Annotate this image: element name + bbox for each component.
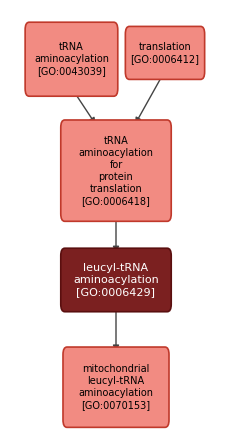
Text: translation
[GO:0006412]: translation [GO:0006412] (130, 42, 199, 64)
Text: leucyl-tRNA
aminoacylation
[GO:0006429]: leucyl-tRNA aminoacylation [GO:0006429] (73, 263, 158, 297)
FancyBboxPatch shape (25, 22, 117, 96)
Text: tRNA
aminoacylation
[GO:0043039]: tRNA aminoacylation [GO:0043039] (34, 42, 109, 76)
Text: mitochondrial
leucyl-tRNA
aminoacylation
[GO:0070153]: mitochondrial leucyl-tRNA aminoacylation… (78, 364, 153, 410)
FancyBboxPatch shape (61, 120, 170, 221)
FancyBboxPatch shape (63, 347, 168, 427)
FancyBboxPatch shape (61, 248, 170, 312)
Text: tRNA
aminoacylation
for
protein
translation
[GO:0006418]: tRNA aminoacylation for protein translat… (78, 136, 153, 206)
FancyBboxPatch shape (125, 26, 204, 79)
